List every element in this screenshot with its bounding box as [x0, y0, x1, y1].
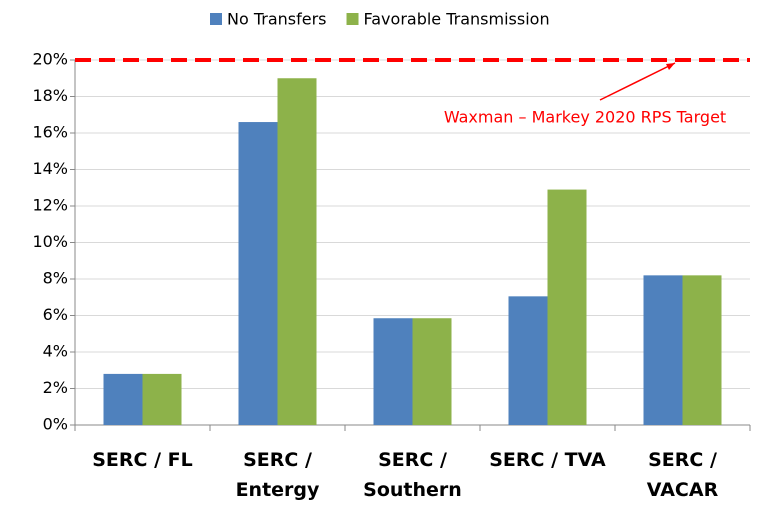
y-tick-label: 12% — [32, 196, 68, 215]
y-tick-label: 8% — [43, 269, 68, 288]
bar — [508, 296, 548, 425]
bar — [682, 275, 722, 425]
x-tick-label: SERC / TVA — [489, 449, 606, 471]
y-tick-label: 0% — [43, 415, 68, 434]
bar — [373, 318, 413, 425]
y-tick-label: 14% — [32, 159, 68, 178]
y-tick-label: 18% — [32, 86, 68, 105]
legend-swatch — [346, 13, 359, 25]
y-tick-label: 10% — [32, 232, 68, 251]
x-tick-label: SERC / VACAR — [646, 449, 719, 501]
legend-swatch — [210, 13, 222, 25]
legend-label: Favorable Transmission — [364, 10, 550, 29]
x-tick-label: SERC / FL — [92, 449, 193, 471]
y-tick-label: 2% — [43, 378, 68, 397]
bar — [103, 373, 143, 425]
bar — [277, 78, 317, 425]
arrow-head — [666, 63, 675, 70]
bar — [547, 189, 587, 425]
bar — [643, 275, 683, 425]
y-tick-label: 4% — [43, 342, 68, 361]
bar — [238, 122, 278, 426]
x-tick-label: SERC / Entergy — [235, 449, 320, 501]
y-tick-label: 6% — [43, 305, 68, 324]
annotation: Waxman – Markey 2020 RPS Target — [444, 108, 726, 127]
bar — [412, 318, 452, 425]
y-tick-label: 16% — [32, 123, 68, 142]
annotation-arrow — [599, 62, 676, 101]
x-tick-label: SERC / Southern — [363, 449, 462, 501]
y-tick-label: 20% — [32, 50, 68, 69]
legend-label: No Transfers — [227, 10, 327, 29]
bar — [142, 373, 182, 425]
